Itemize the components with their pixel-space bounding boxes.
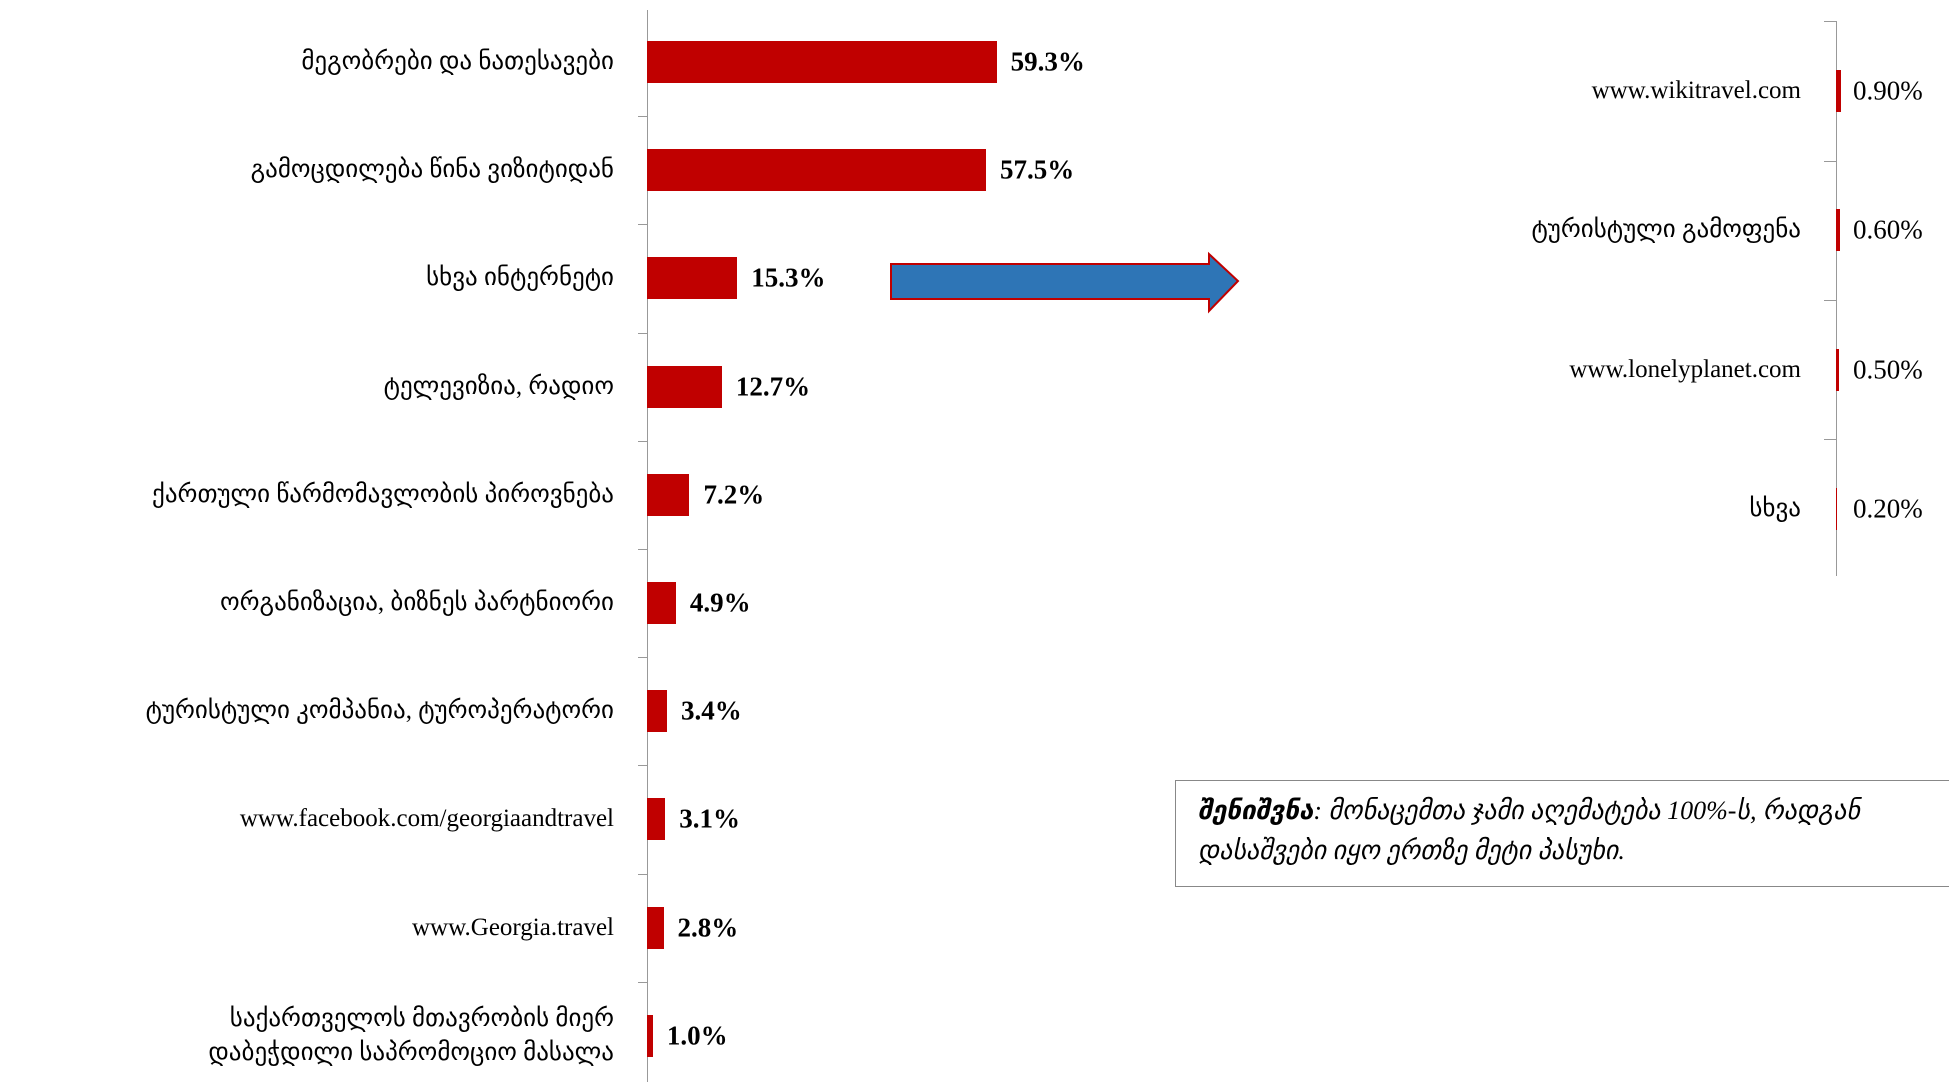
axis-tick (638, 981, 647, 983)
bar (1836, 348, 1839, 391)
value-label: 0.90% (1853, 75, 1923, 106)
bar (647, 365, 722, 408)
bar (1836, 70, 1842, 112)
value-label: 3.1% (679, 803, 741, 834)
category-label: ქართული წარმომავლობის პიროვნება (152, 480, 614, 508)
category-label: www.wikitravel.com (1591, 77, 1801, 104)
category-label: www.Georgia.travel (411, 913, 614, 941)
bar (647, 582, 676, 624)
category-label: ტურისტული კომპანია, ტუროპერატორი (145, 697, 614, 725)
value-label: 0.20% (1853, 493, 1923, 524)
category-label: სხვა (1749, 494, 1801, 522)
category-label: ტურისტული გამოფენა (1531, 216, 1801, 244)
axis-tick (1824, 439, 1836, 441)
note-text: : მონაცემთა ჯამი აღემატება 100%-ს, რადგა… (1198, 796, 1861, 865)
bar (647, 473, 690, 516)
axis-tick (638, 873, 647, 875)
note: შენიშვნა: მონაცემთა ჯამი აღემატება 100%-… (1175, 780, 1949, 887)
arrow (890, 251, 1240, 314)
bar (647, 149, 986, 192)
axis-tick (638, 657, 647, 659)
value-label: 7.2% (703, 479, 765, 510)
bar (647, 906, 664, 949)
category-label: მეგობრები და ნათესავები (301, 48, 614, 75)
category-label: საქართველოს მთავრობის მიერ დაბეჭდილი საპ… (208, 1004, 614, 1066)
value-label: 0.50% (1853, 354, 1923, 385)
category-label: გამოცდილება წინა ვიზიტიდან (250, 156, 614, 184)
bar (647, 257, 738, 300)
bar (1836, 487, 1838, 530)
value-label: 12.7% (735, 371, 811, 402)
axis-tick (638, 440, 647, 442)
axis-tick (638, 332, 647, 334)
value-label: 57.5% (999, 154, 1075, 185)
value-label: 1.0% (666, 1020, 728, 1051)
axis-line (1836, 21, 1837, 576)
category-label: www.facebook.com/georgiaandtravel (239, 805, 614, 833)
category-label: სხვა ინტერნეტი (426, 264, 614, 292)
bar (1836, 209, 1840, 252)
category-label: www.lonelyplanet.com (1569, 355, 1801, 383)
category-label: ორგანიზაცია, ბიზნეს პარტნიორი (220, 589, 614, 616)
axis-tick (638, 765, 647, 767)
axis-tick (1824, 160, 1836, 162)
axis-line (647, 10, 648, 1082)
bar (647, 41, 997, 83)
value-label: 59.3% (1010, 46, 1085, 77)
value-label: 15.3% (751, 262, 826, 293)
axis-tick (638, 548, 647, 550)
value-label: 3.4% (681, 695, 742, 726)
axis-tick (1824, 21, 1836, 23)
bar (647, 798, 666, 841)
category-label: ტელევიზია, რადიო (383, 372, 614, 400)
note-label: შენიშვნა (1198, 796, 1314, 825)
bar (647, 1014, 653, 1057)
value-label: 4.9% (689, 587, 751, 618)
bar (647, 690, 668, 733)
value-label: 2.8% (677, 912, 739, 943)
value-label: 0.60% (1853, 214, 1923, 245)
axis-tick (1824, 299, 1836, 301)
axis-tick (638, 116, 647, 118)
axis-tick (638, 224, 647, 226)
